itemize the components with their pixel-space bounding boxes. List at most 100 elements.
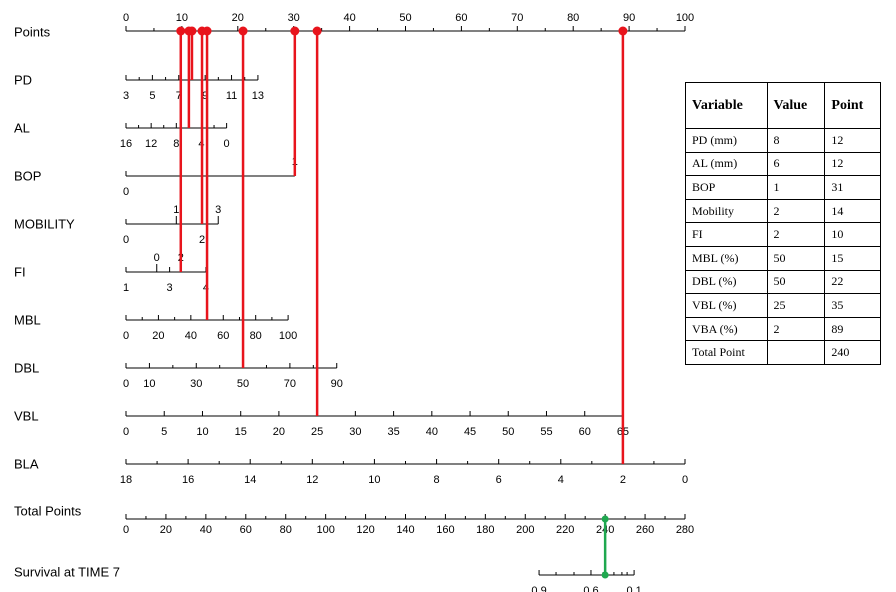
table-cell: BOP [685,175,768,200]
table-row: Mobility 2 14 [685,198,881,224]
tick-label: 60 [217,330,229,342]
tick-label: 10 [196,426,208,438]
tick-label: 50 [399,12,411,24]
tick-label: 18 [120,474,132,486]
tick-label: 14 [244,474,256,486]
tick-label: 16 [120,138,132,150]
table-cell: 50 [766,269,826,295]
tick-label: 60 [240,524,252,536]
table-cell: DBL (%) [685,269,768,295]
tick-label: 80 [250,330,262,342]
selection-dot [238,26,248,36]
row-label: MBL [14,312,41,327]
tick-label: 0 [682,474,688,486]
tick-label: 10 [143,378,155,390]
tick-label: 0 [224,138,230,150]
selection-dot [176,26,186,36]
tick-label: 16 [182,474,194,486]
table-cell: AL (mm) [685,151,768,177]
tick-label: 160 [436,524,454,536]
table-cell: 31 [824,175,881,200]
tick-label: 0.6 [583,585,598,592]
tick-label: 80 [567,12,579,24]
row-label: Survival at TIME 7 [14,564,120,579]
table-header: Variable Value Point [685,82,881,129]
tick-label: 0 [123,524,129,536]
table-cell: FI [685,222,768,247]
row-label: AL [14,120,30,135]
table-cell: 6 [766,151,826,177]
tick-label: 80 [280,524,292,536]
table-row: PD (mm) 8 12 [685,128,881,153]
table-row: Total Point 240 [685,340,881,365]
table-row: VBL (%) 25 35 [685,293,881,318]
selection-dot [312,26,322,36]
header-cell: Variable [685,82,768,129]
selection-dot [618,26,628,36]
tick-label: 20 [152,330,164,342]
total-dot [601,515,609,523]
tick-label: 260 [636,524,654,536]
tick-label: 0 [154,252,160,264]
row-label: BLA [14,456,39,471]
row-label: VBL [14,408,39,423]
selection-dot [202,26,212,36]
table-cell: 240 [824,340,881,365]
tick-label: 1 [173,204,179,216]
tick-label: 45 [464,426,476,438]
row-label: FI [14,264,26,279]
tick-label: 5 [149,90,155,102]
tick-label: 100 [316,524,334,536]
table-cell: MBL (%) [685,245,768,271]
tick-label: 10 [368,474,380,486]
tick-label: 15 [235,426,247,438]
table-cell: VBA (%) [685,316,768,342]
table-cell: PD (mm) [685,128,768,153]
tick-label: 0 [123,426,129,438]
table-cell: VBL (%) [685,293,768,318]
tick-label: 3 [215,204,221,216]
tick-label: 12 [306,474,318,486]
tick-label: 0.9 [531,585,546,592]
table-cell: 25 [766,293,826,318]
tick-label: 120 [356,524,374,536]
tick-label: 1 [123,282,129,294]
table-cell: 10 [824,222,881,247]
tick-label: 40 [343,12,355,24]
tick-label: 8 [173,138,179,150]
table-cell: 22 [824,269,881,295]
table-cell: 35 [824,293,881,318]
tick-label: 40 [426,426,438,438]
tick-label: 60 [579,426,591,438]
tick-label: 12 [145,138,157,150]
tick-label: 0 [123,186,129,198]
tick-label: 11 [226,90,237,102]
selection-dot [290,26,300,36]
tick-label: 20 [160,524,172,536]
tick-label: 100 [279,330,297,342]
row-label: MOBILITY [14,216,75,231]
tick-label: 90 [331,378,343,390]
table-cell [766,340,826,365]
table-row: DBL (%) 50 22 [685,269,881,295]
table-cell: 2 [766,222,826,247]
tick-label: 70 [511,12,523,24]
tick-label: 55 [540,426,552,438]
tick-label: 0 [123,378,129,390]
summary-table: Variable Value Point PD (mm) 8 12 AL (mm) 6 12 BO… [685,82,881,365]
tick-label: 30 [190,378,202,390]
table-cell: 2 [766,198,826,224]
tick-label: 30 [288,12,300,24]
header-cell: Point [824,82,881,129]
tick-label: 9 [202,90,208,102]
table-cell: 12 [824,128,881,153]
tick-label: 13 [252,90,264,102]
tick-label: 30 [349,426,361,438]
tick-label: 3 [167,282,173,294]
table-cell: 50 [766,245,826,271]
table-cell: Mobility [685,198,768,224]
row-label: DBL [14,360,39,375]
table-row: BOP 1 31 [685,175,881,200]
tick-label: 50 [502,426,514,438]
